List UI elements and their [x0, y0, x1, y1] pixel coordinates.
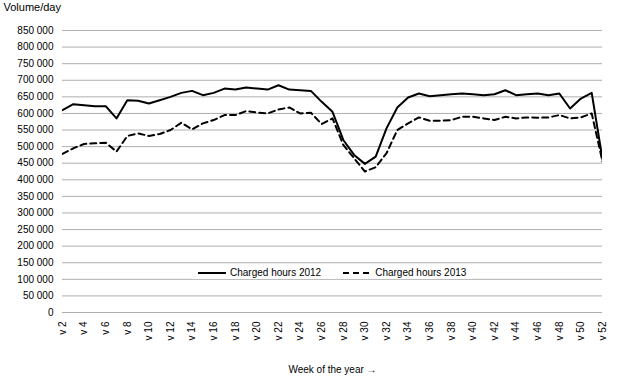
- svg-text:50 000: 50 000: [23, 290, 54, 301]
- svg-text:500 000: 500 000: [17, 141, 54, 152]
- svg-text:v 12: v 12: [165, 321, 176, 340]
- html-text:Charged hours 2013: Charged hours 2013: [375, 267, 467, 278]
- svg-text:v 20: v 20: [251, 321, 262, 340]
- svg-text:v 28: v 28: [338, 321, 349, 340]
- svg-text:v 50: v 50: [575, 321, 586, 340]
- svg-text:0: 0: [48, 307, 54, 318]
- svg-text:700 000: 700 000: [17, 74, 54, 85]
- svg-text:v 4: v 4: [78, 321, 89, 335]
- svg-text:200 000: 200 000: [17, 240, 54, 251]
- svg-text:v 22: v 22: [273, 321, 284, 340]
- svg-text:100 000: 100 000: [17, 274, 54, 285]
- svg-text:Week of the year →: Week of the year →: [288, 364, 376, 375]
- svg-text:v 6: v 6: [100, 321, 111, 335]
- svg-text:800 000: 800 000: [17, 41, 54, 52]
- svg-text:v 14: v 14: [186, 321, 197, 340]
- svg-text:Volume/day: Volume/day: [4, 1, 62, 13]
- svg-text:150 000: 150 000: [17, 257, 54, 268]
- svg-text:750 000: 750 000: [17, 58, 54, 69]
- svg-text:v 26: v 26: [316, 321, 327, 340]
- svg-text:v 24: v 24: [294, 321, 305, 340]
- svg-text:v 8: v 8: [122, 321, 133, 335]
- svg-text:850 000: 850 000: [17, 25, 54, 36]
- svg-text:v 46: v 46: [532, 321, 543, 340]
- svg-text:v 48: v 48: [554, 321, 565, 340]
- svg-text:v 10: v 10: [143, 321, 154, 340]
- html-text:Charged hours 2012: Charged hours 2012: [230, 267, 322, 278]
- svg-text:v 2: v 2: [57, 321, 68, 335]
- svg-text:650 000: 650 000: [17, 91, 54, 102]
- svg-text:400 000: 400 000: [17, 174, 54, 185]
- svg-text:550 000: 550 000: [17, 124, 54, 135]
- svg-text:v 30: v 30: [359, 321, 370, 340]
- svg-text:v 32: v 32: [381, 321, 392, 340]
- svg-text:v 36: v 36: [424, 321, 435, 340]
- svg-text:v 40: v 40: [467, 321, 478, 340]
- svg-text:350 000: 350 000: [17, 191, 54, 202]
- svg-text:v 38: v 38: [446, 321, 457, 340]
- svg-text:450 000: 450 000: [17, 157, 54, 168]
- svg-text:v 34: v 34: [402, 321, 413, 340]
- svg-text:600 000: 600 000: [17, 108, 54, 119]
- svg-text:v 42: v 42: [489, 321, 500, 340]
- svg-text:300 000: 300 000: [17, 207, 54, 218]
- svg-text:250 000: 250 000: [17, 224, 54, 235]
- svg-text:v 52: v 52: [597, 321, 608, 340]
- svg-text:v 44: v 44: [510, 321, 521, 340]
- svg-text:v 16: v 16: [208, 321, 219, 340]
- svg-text:v 18: v 18: [230, 321, 241, 340]
